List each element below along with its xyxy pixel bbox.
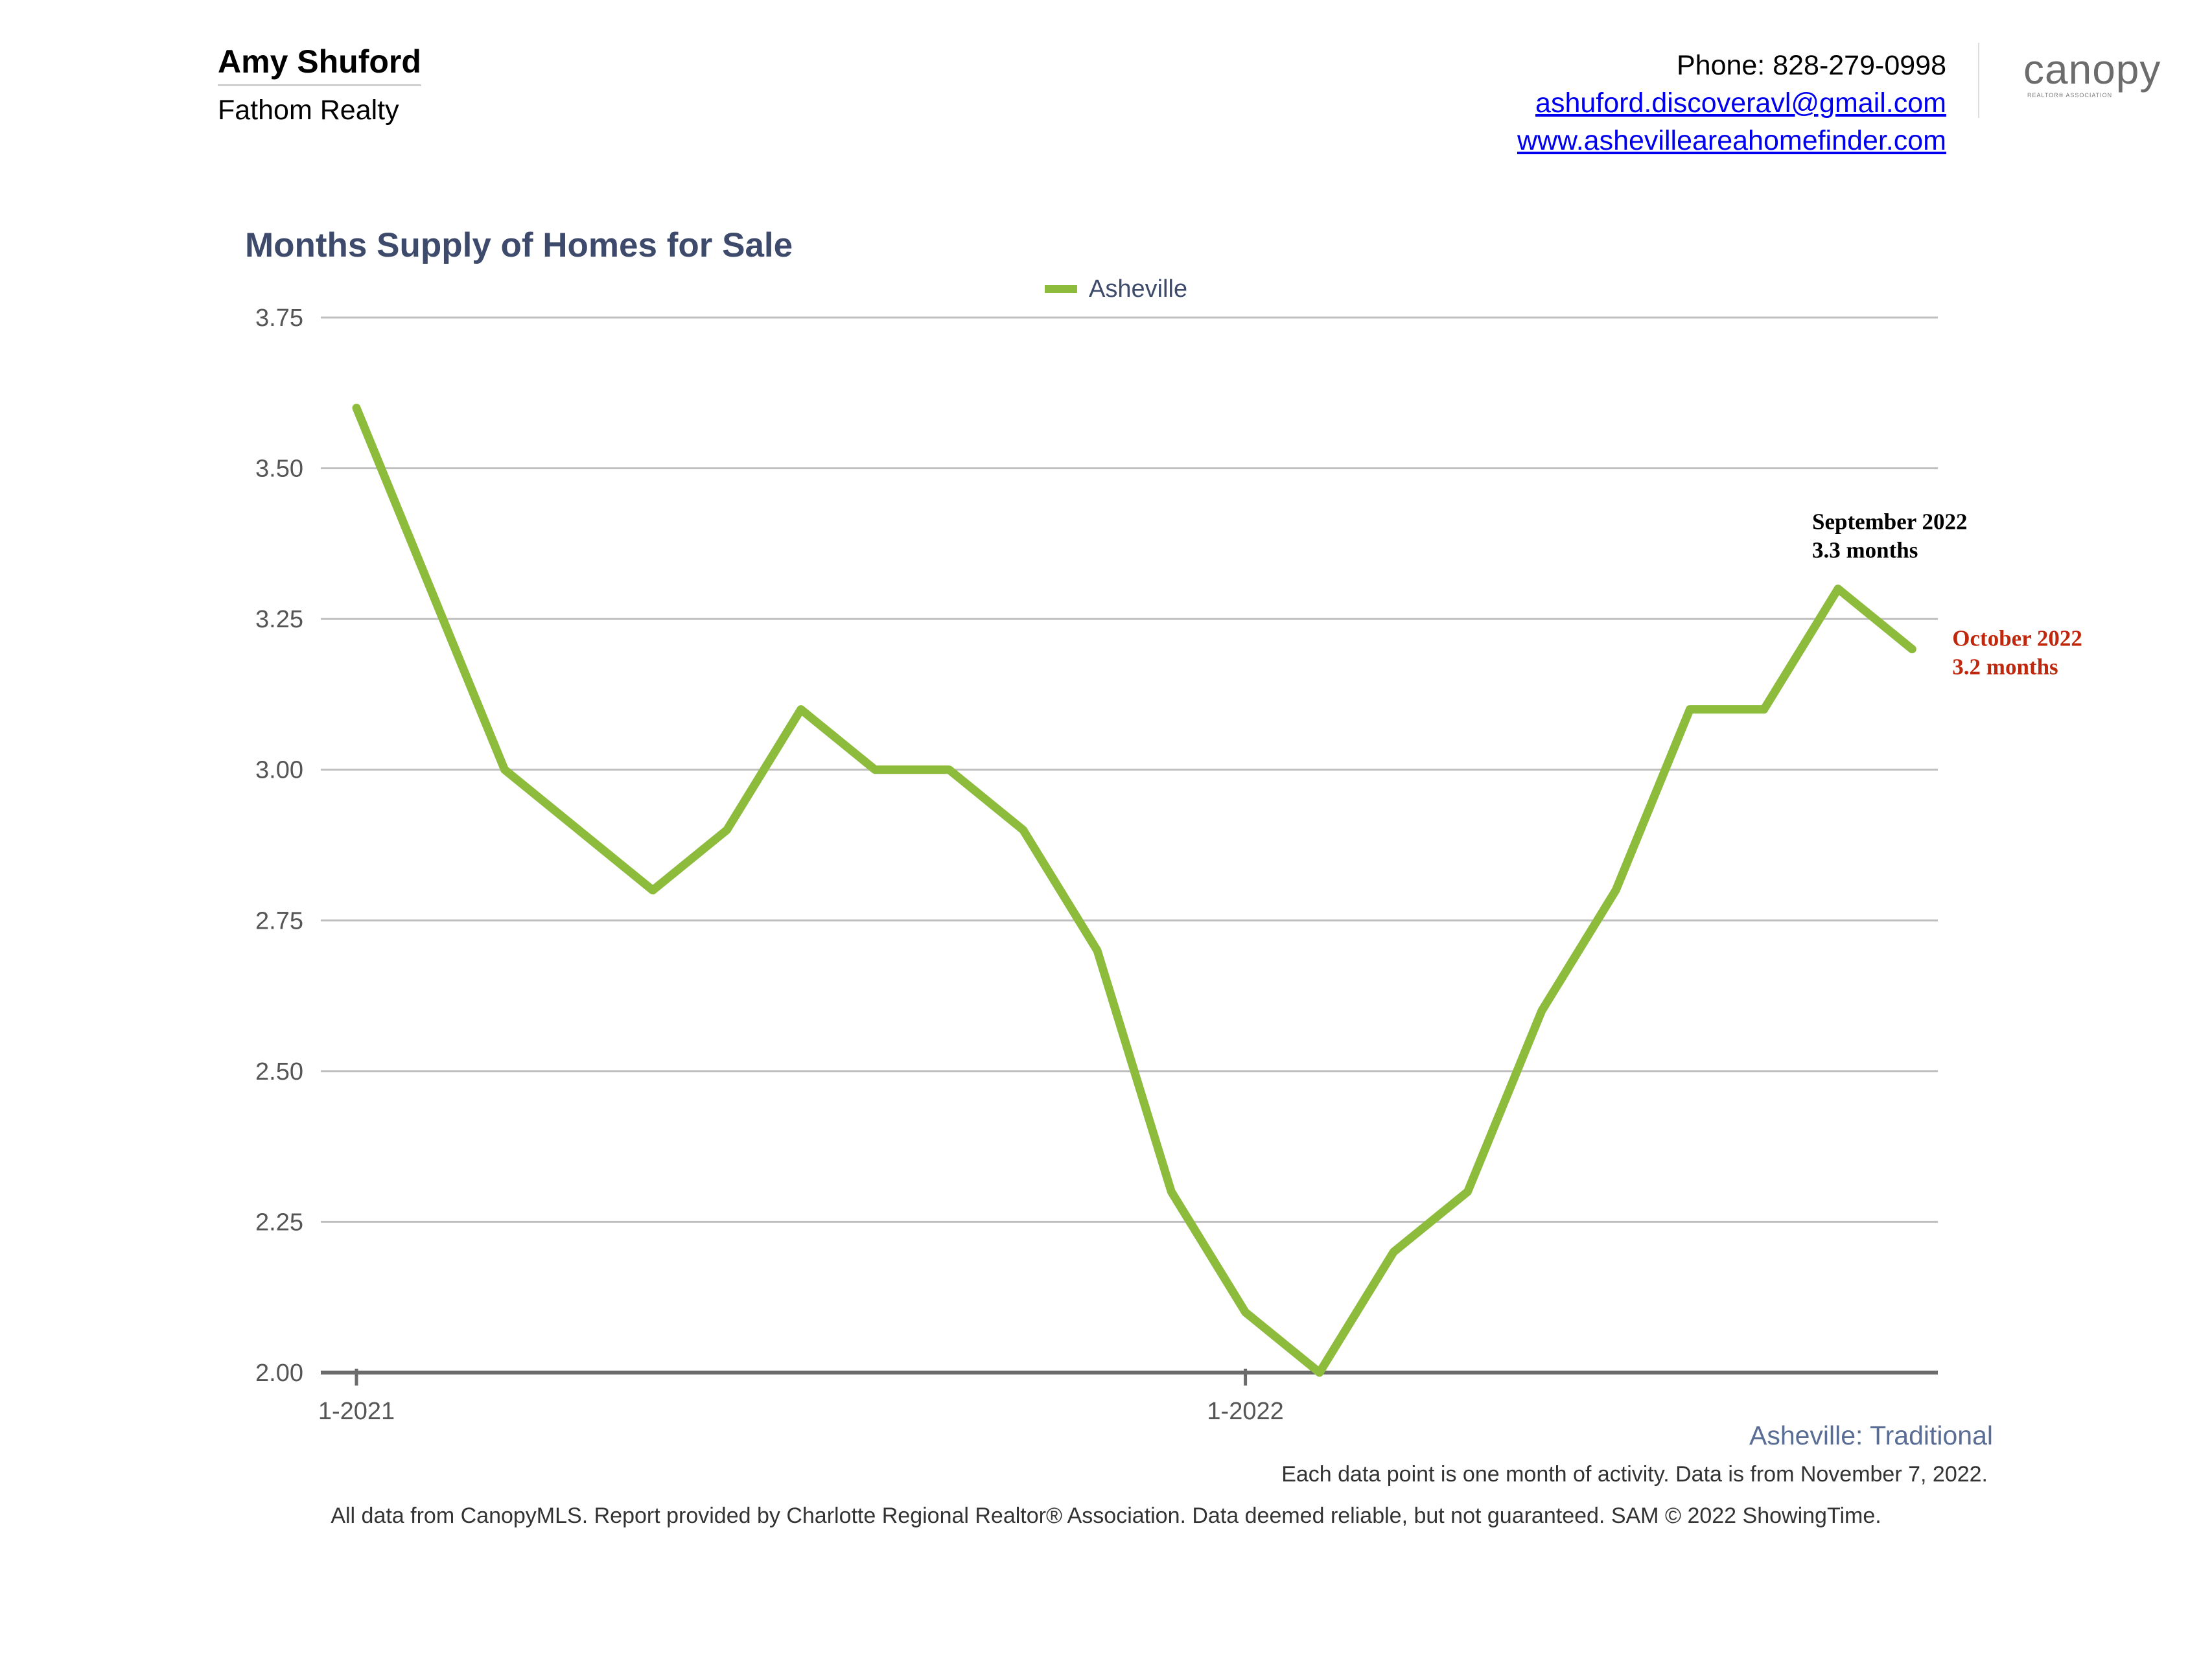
y-tick-label: 3.50	[255, 456, 303, 483]
logo-wordmark: canopy	[2023, 46, 2161, 93]
y-tick-label: 3.00	[255, 757, 303, 784]
x-tick-label: 1-2021	[318, 1398, 395, 1425]
x-tick-label: 1-2022	[1207, 1398, 1283, 1425]
legend-label-asheville: Asheville	[1089, 275, 1187, 303]
logo-subtext: REALTOR® ASSOCIATION	[2027, 92, 2113, 99]
y-tick-label: 3.75	[255, 305, 303, 332]
y-tick-label: 2.25	[255, 1209, 303, 1236]
y-tick-label: 2.50	[255, 1058, 303, 1085]
agent-name: Amy Shuford	[218, 43, 421, 86]
y-tick-label: 3.25	[255, 606, 303, 633]
annotation-current-month: October 2022 3.2 months	[1952, 626, 2082, 680]
website-link[interactable]: www.ashevilleareahomefinder.com	[1517, 125, 1946, 156]
email-link[interactable]: ashuford.discoveravl@gmail.com	[1535, 87, 1946, 119]
data-note: Each data point is one month of activity…	[1281, 1462, 1988, 1487]
chart-title: Months Supply of Homes for Sale	[245, 226, 793, 264]
disclaimer: All data from CanopyMLS. Report provided…	[331, 1503, 1881, 1528]
chart-legend: Asheville	[1045, 275, 1187, 303]
series-line-asheville	[352, 404, 1916, 1377]
header-divider	[1978, 43, 1979, 118]
agent-company: Fathom Realty	[218, 95, 399, 126]
canopy-logo: canopy REALTOR® ASSOCIATION	[2023, 47, 2166, 99]
contact-block: Phone: 828-279-0998 ashuford.discoveravl…	[1517, 47, 1946, 159]
phone-number: Phone: 828-279-0998	[1676, 50, 1946, 81]
y-tick-label: 2.75	[255, 907, 303, 934]
annotation-prior-month: September 2022 3.3 months	[1812, 509, 1967, 563]
y-tick-label: 2.00	[255, 1360, 303, 1387]
region-label: Asheville: Traditional	[1749, 1421, 1993, 1450]
